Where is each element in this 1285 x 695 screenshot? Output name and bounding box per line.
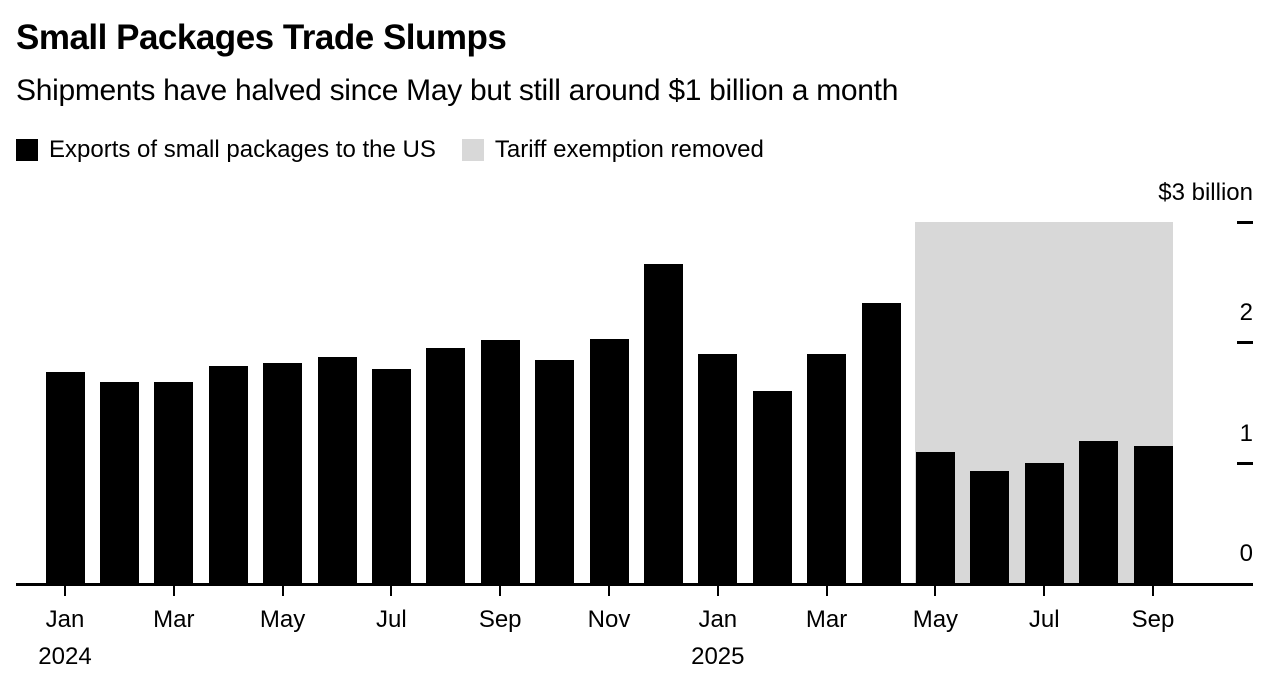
- bar-Feb-2025: [752, 390, 792, 583]
- y-tick-1: [1237, 461, 1253, 465]
- bar-Mar-2024: [154, 382, 194, 583]
- bar-Aug-2025: [1079, 441, 1119, 583]
- tariff-exemption-swatch-icon: [461, 139, 484, 161]
- bar-Jun-2024: [317, 356, 357, 583]
- chart-subtitle: Shipments have halved since May but stil…: [16, 74, 899, 107]
- bar-Jan-2024: [45, 372, 85, 583]
- year-label-2025: 2025: [691, 643, 745, 670]
- bar-Mar-2025: [807, 354, 847, 583]
- year-label-2024: 2024: [38, 643, 92, 670]
- x-label-Jan-2024: Jan: [45, 606, 85, 633]
- x-label-Mar-2024: Mar: [153, 606, 195, 633]
- y-label-1: 1: [1239, 419, 1253, 447]
- legend-item-exports: Exports of small packages to the US: [16, 136, 436, 164]
- y-label-0: 0: [1239, 540, 1253, 567]
- bar-Jan-2025: [698, 354, 738, 583]
- x-tick-Sep-2024: [499, 585, 502, 596]
- y-tick-2: [1237, 341, 1253, 345]
- x-label-Jul-2025: Jul: [1028, 606, 1060, 633]
- chart-title: Small Packages Trade Slumps: [16, 18, 507, 57]
- y-label-3: $3 billion: [1158, 179, 1253, 207]
- x-label-Sep-2024: Sep: [478, 606, 522, 633]
- y-label-2: 2: [1239, 299, 1253, 327]
- x-tick-Jul-2025: [1043, 585, 1046, 596]
- x-tick-Nov-2024: [608, 585, 610, 596]
- bar-Jul-2025: [1024, 462, 1064, 583]
- bar-Feb-2024: [99, 382, 139, 583]
- x-tick-May-2024: [281, 585, 284, 596]
- x-tick-Sep-2025: [1152, 585, 1154, 596]
- bar-Nov-2024: [589, 338, 629, 583]
- bar-Jun-2025: [970, 471, 1010, 583]
- x-tick-Mar-2025: [825, 585, 828, 596]
- bar-May-2025: [915, 451, 955, 583]
- exports-series-swatch-icon: [16, 139, 38, 161]
- bar-Aug-2024: [426, 348, 466, 583]
- bar-May-2024: [263, 362, 303, 583]
- x-axis-line: [16, 583, 1253, 586]
- x-label-Nov-2024: Nov: [587, 606, 631, 633]
- x-label-Sep-2025: Sep: [1131, 606, 1175, 633]
- x-label-May-2025: May: [912, 606, 959, 633]
- x-label-Mar-2025: Mar: [805, 606, 848, 633]
- legend-item-tariff: Tariff exemption removed: [461, 136, 764, 164]
- legend: Exports of small packages to the US Tari…: [16, 136, 764, 164]
- x-tick-Jan-2025: [716, 585, 719, 596]
- x-label-May-2024: May: [259, 606, 306, 633]
- legend-label-exports: Exports of small packages to the US: [49, 136, 436, 163]
- bar-Apr-2025: [861, 302, 901, 583]
- y-tick-3: [1237, 221, 1253, 225]
- legend-label-tariff: Tariff exemption removed: [494, 136, 764, 163]
- bar-Dec-2024: [643, 264, 683, 583]
- x-label-Jan-2025: Jan: [698, 606, 738, 633]
- bar-Sep-2025: [1133, 445, 1173, 583]
- x-tick-Jan-2024: [64, 585, 66, 596]
- bar-Apr-2024: [208, 366, 248, 583]
- bar-Oct-2024: [535, 360, 575, 583]
- x-tick-May-2025: [934, 585, 937, 596]
- x-tick-Jul-2024: [390, 585, 393, 596]
- x-tick-Mar-2024: [172, 585, 175, 596]
- bar-Jul-2024: [371, 368, 411, 583]
- bar-Sep-2024: [480, 339, 520, 583]
- x-label-Jul-2024: Jul: [376, 606, 407, 633]
